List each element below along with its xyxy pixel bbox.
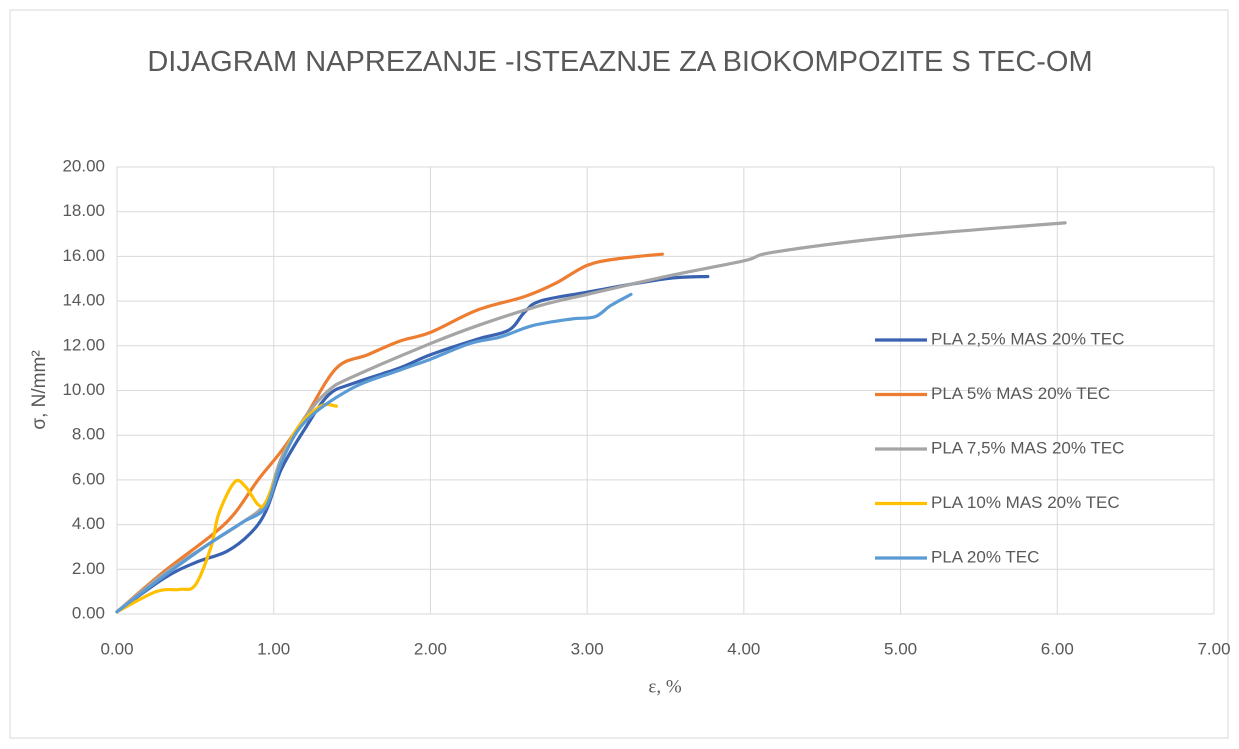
x-tick-label: 5.00 <box>884 639 917 658</box>
y-axis-label: σ, N/mm² <box>29 350 50 429</box>
y-tick-label: 20.00 <box>62 156 105 175</box>
x-tick-label: 4.00 <box>727 639 760 658</box>
x-tick-label: 6.00 <box>1041 639 1074 658</box>
series-line <box>115 221 1067 614</box>
y-tick-label: 4.00 <box>72 514 105 533</box>
y-tick-label: 10.00 <box>62 380 105 399</box>
legend-label: PLA 10% MAS 20% TEC <box>931 493 1120 512</box>
series-line <box>115 292 633 614</box>
y-tick-label: 6.00 <box>72 469 105 488</box>
x-tick-label: 1.00 <box>257 639 290 658</box>
y-tick-label: 14.00 <box>62 291 105 310</box>
x-tick-label: 7.00 <box>1197 639 1230 658</box>
x-axis-label: ε, % <box>648 676 681 697</box>
legend-label: PLA 2,5% MAS 20% TEC <box>931 329 1124 348</box>
series-line <box>115 402 338 614</box>
y-tick-label: 8.00 <box>72 425 105 444</box>
y-tick-label: 0.00 <box>72 603 105 622</box>
y-tick-label: 12.00 <box>62 335 105 354</box>
x-tick-label: 0.00 <box>100 639 133 658</box>
series-line <box>115 252 664 614</box>
legend-label: PLA 20% TEC <box>931 547 1039 566</box>
x-tick-label: 3.00 <box>571 639 604 658</box>
y-tick-label: 2.00 <box>72 559 105 578</box>
y-tick-label: 18.00 <box>62 201 105 220</box>
series-line <box>115 274 710 614</box>
x-tick-label: 2.00 <box>414 639 447 658</box>
y-tick-label: 16.00 <box>62 246 105 265</box>
legend-label: PLA 5% MAS 20% TEC <box>931 384 1110 403</box>
legend-label: PLA 7,5% MAS 20% TEC <box>931 438 1124 457</box>
chart-border <box>9 9 1229 739</box>
chart-title: DIJAGRAM NAPREZANJE -ISTEAZNJE ZA BIOKOM… <box>147 46 1093 78</box>
